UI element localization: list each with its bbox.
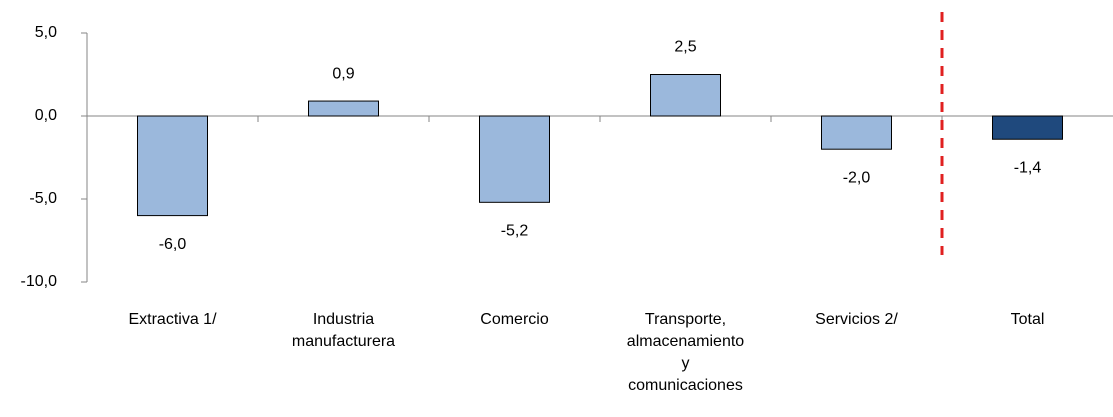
y-tick-label: 0,0 xyxy=(35,107,57,124)
value-label: -5,2 xyxy=(501,223,529,240)
bar xyxy=(650,74,721,117)
x-tick-label: Total xyxy=(1010,311,1045,328)
value-label: 0,9 xyxy=(332,65,354,82)
bar xyxy=(308,100,379,117)
value-label: -6,0 xyxy=(159,236,187,253)
x-tick-label: Industria manufacturera xyxy=(291,311,396,350)
y-tick-label: -5,0 xyxy=(29,190,57,207)
y-tick-label: -10,0 xyxy=(21,273,58,290)
bar xyxy=(821,115,892,150)
x-tick-label: Transporte, almacenamiento y comunicacio… xyxy=(626,311,745,394)
x-tick-label: Extractiva 1/ xyxy=(128,311,217,328)
y-tick-label: 5,0 xyxy=(35,24,57,41)
value-label: -1,4 xyxy=(1014,159,1042,176)
value-label: -2,0 xyxy=(843,169,871,186)
bar xyxy=(479,115,550,203)
x-tick-label: Comercio xyxy=(480,311,549,328)
bar xyxy=(137,115,208,217)
bar xyxy=(992,115,1063,140)
x-tick-label: Servicios 2/ xyxy=(815,311,898,328)
value-label: 2,5 xyxy=(674,39,696,56)
